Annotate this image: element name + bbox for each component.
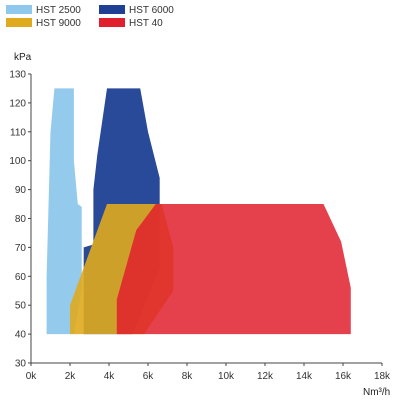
legend-label: HST 2500 (36, 5, 81, 16)
y-tick-label: 80 (15, 214, 27, 225)
legend-label: HST 6000 (129, 5, 174, 16)
legend-label: HST 40 (129, 18, 163, 29)
x-tick-label: 16k (335, 371, 352, 382)
y-tick-label: 50 (15, 301, 27, 312)
y-tick-label: 70 (15, 243, 27, 254)
legend: HST 2500 HST 6000 HST 9000 HST 40 (6, 5, 174, 29)
x-tick-label: 2k (65, 371, 77, 382)
y-tick-label: 120 (9, 98, 26, 109)
y-axis-ticks: 30 40 50 60 70 80 90 100 110 120 130 (9, 70, 31, 370)
y-tick-label: 90 (15, 185, 27, 196)
x-axis-ticks: 0k 2k 4k 6k 8k 10k 12k 14k 16k 18k (26, 363, 391, 382)
y-tick-label: 30 (15, 359, 27, 370)
x-tick-label: 6k (143, 371, 155, 382)
y-tick-label: 40 (15, 330, 27, 341)
x-tick-label: 18k (374, 371, 391, 382)
area-series-3 (116, 204, 351, 335)
legend-swatch (6, 5, 32, 14)
legend-swatch (99, 5, 125, 14)
x-tick-label: 10k (218, 371, 235, 382)
y-axis-label: kPa (14, 52, 32, 63)
y-tick-label: 110 (10, 127, 26, 138)
x-tick-label: 0k (26, 371, 38, 382)
area-series-0 (46, 88, 82, 335)
y-tick-label: 130 (9, 70, 26, 81)
x-tick-label: 12k (257, 371, 274, 382)
y-tick-label: 60 (15, 272, 27, 283)
x-tick-label: 14k (296, 371, 313, 382)
legend-swatch (99, 18, 125, 27)
x-tick-label: 4k (104, 371, 116, 382)
x-axis-label: Nm³/h (363, 387, 390, 398)
x-tick-label: 8k (182, 371, 194, 382)
legend-swatch (6, 18, 32, 27)
plot-areas (46, 88, 351, 335)
legend-label: HST 9000 (36, 18, 81, 29)
y-tick-label: 100 (9, 156, 26, 167)
